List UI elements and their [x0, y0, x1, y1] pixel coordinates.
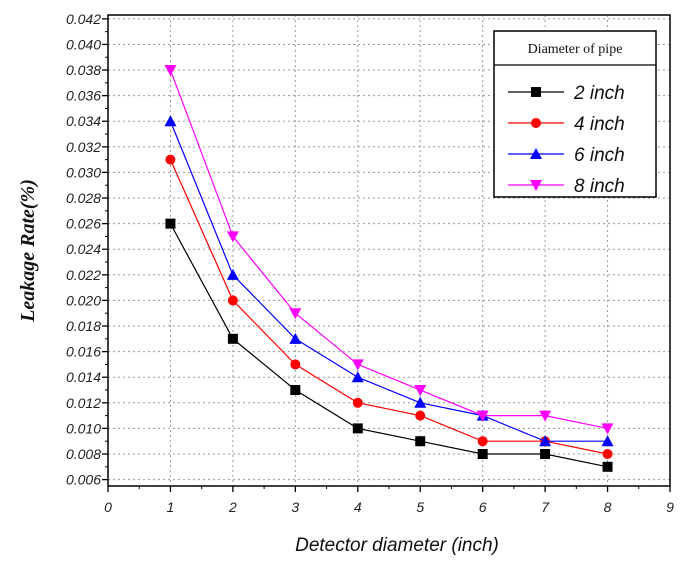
- data-point-8-inch: [539, 410, 552, 422]
- data-point-2-inch: [540, 449, 551, 460]
- series-line-6-inch: [169, 121, 608, 442]
- data-point-4-inch: [227, 295, 238, 306]
- legend-label-4-inch: 4 inch: [574, 114, 625, 135]
- legend-label-2-inch: 2 inch: [573, 83, 625, 104]
- data-point-8-inch: [476, 410, 489, 422]
- y-tick-label: 0.028: [66, 190, 101, 206]
- x-tick-label: 9: [666, 499, 674, 515]
- legend-title: Diameter of pipe: [528, 42, 623, 57]
- data-point-8-inch: [289, 308, 302, 320]
- legend-marker-6-inch: [530, 148, 542, 159]
- data-point-6-inch: [351, 371, 364, 383]
- legend-label-8-inch: 8 inch: [574, 176, 625, 197]
- data-point-6-inch: [601, 435, 614, 447]
- legend-marker-8-inch: [530, 180, 542, 191]
- data-point-8-inch: [601, 423, 614, 435]
- x-tick-label: 8: [604, 499, 612, 515]
- data-point-2-inch: [477, 449, 488, 460]
- series-line-8-inch: [169, 69, 608, 429]
- data-point-6-inch: [164, 115, 177, 127]
- data-point-6-inch: [226, 268, 239, 280]
- y-tick-label: 0.006: [66, 472, 101, 488]
- y-tick-label: 0.008: [66, 446, 101, 462]
- data-point-8-inch: [164, 65, 177, 77]
- data-point-2-inch: [415, 436, 426, 447]
- y-tick-label: 0.042: [66, 11, 101, 27]
- data-point-6-inch: [414, 396, 427, 408]
- legend-label-6-inch: 6 inch: [574, 145, 625, 166]
- y-tick-label: 0.018: [66, 318, 101, 334]
- data-point-2-inch: [352, 423, 363, 434]
- y-tick-label: 0.022: [66, 267, 101, 283]
- x-tick-label: 7: [541, 499, 550, 515]
- data-point-4-inch: [352, 397, 363, 408]
- data-point-2-inch: [290, 385, 301, 396]
- legend-marker-4-inch: [531, 118, 541, 128]
- series-line-4-inch: [169, 159, 608, 455]
- x-axis-title: Detector diameter (inch): [295, 535, 499, 556]
- y-tick-label: 0.010: [66, 420, 101, 436]
- legend: Diameter of pipe 2 inch 4 inch 6 inch 8 inch: [493, 30, 657, 198]
- y-tick-label: 0.016: [66, 344, 101, 360]
- y-tick-label: 0.020: [66, 292, 101, 308]
- x-tick-label: 2: [228, 499, 237, 515]
- axes: 0 1 2 3 4 5 6 7 8 9 0.006 0.008 0.010 0.012 0.014 0.016…: [66, 11, 674, 515]
- data-point-4-inch: [165, 154, 176, 165]
- data-point-2-inch: [165, 218, 176, 229]
- y-tick-label: 0.040: [66, 36, 101, 52]
- x-tick-label: 5: [416, 499, 424, 515]
- data-point-8-inch: [351, 359, 364, 371]
- data-point-4-inch: [602, 449, 613, 460]
- y-tick-label: 0.026: [66, 216, 101, 232]
- series-line-2-inch: [169, 223, 608, 468]
- data-point-6-inch: [539, 435, 552, 447]
- y-tick-label: 0.032: [66, 139, 101, 155]
- data-point-6-inch: [289, 332, 302, 344]
- legend-marker-2-inch: [531, 87, 541, 97]
- y-tick-label: 0.024: [66, 241, 101, 257]
- data-point-2-inch: [227, 333, 238, 344]
- data-point-8-inch: [226, 231, 239, 243]
- x-tick-label: 4: [354, 499, 362, 515]
- x-tick-label: 0: [104, 499, 112, 515]
- data-point-4-inch: [290, 359, 301, 370]
- y-tick-label: 0.038: [66, 62, 101, 78]
- y-tick-label: 0.012: [66, 395, 101, 411]
- x-tick-label: 3: [291, 499, 299, 515]
- data-point-2-inch: [602, 461, 613, 472]
- y-tick-label: 0.034: [66, 113, 101, 129]
- data-series: [164, 65, 614, 472]
- legend-box: [493, 30, 657, 198]
- data-point-4-inch: [477, 436, 488, 447]
- y-axis-title: Leakage Rate(%): [17, 179, 39, 323]
- x-tick-label: 6: [479, 499, 487, 515]
- y-tick-label: 0.036: [66, 88, 101, 104]
- data-point-8-inch: [414, 385, 427, 397]
- y-tick-label: 0.030: [66, 164, 101, 180]
- y-tick-label: 0.014: [66, 369, 101, 385]
- x-tick-label: 1: [167, 499, 175, 515]
- data-point-4-inch: [415, 410, 426, 421]
